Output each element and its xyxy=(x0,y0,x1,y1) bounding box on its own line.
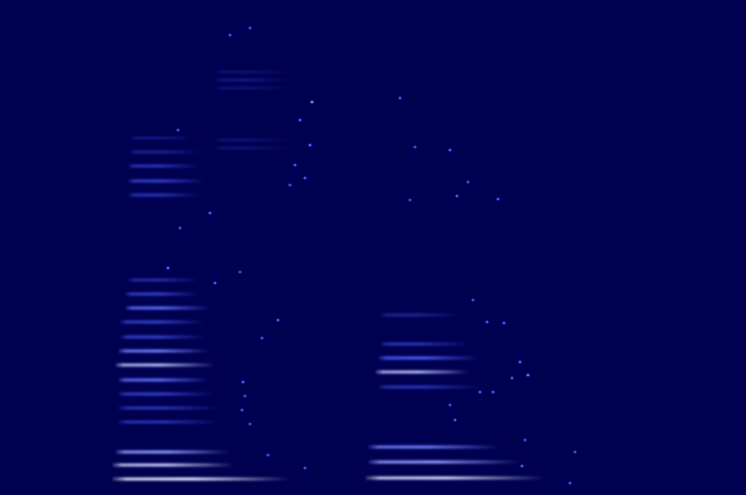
harmonic-streak xyxy=(130,151,200,154)
harmonic-streak xyxy=(365,477,545,480)
noise-point xyxy=(573,450,576,453)
noise-point xyxy=(276,318,279,321)
noise-point xyxy=(453,418,456,421)
harmonic-streak xyxy=(215,147,290,150)
noise-point xyxy=(266,453,269,456)
noise-point xyxy=(398,96,401,99)
harmonic-streak xyxy=(120,336,205,339)
noise-point xyxy=(413,145,416,148)
harmonic-streak xyxy=(215,79,290,82)
marks xyxy=(112,26,577,484)
harmonic-streak xyxy=(115,364,215,367)
noise-point xyxy=(241,380,244,383)
harmonic-streak xyxy=(375,371,470,374)
chart-container xyxy=(0,0,746,495)
harmonic-streak xyxy=(128,180,205,183)
noise-point xyxy=(568,481,571,484)
harmonic-streak xyxy=(128,194,200,197)
harmonic-streak xyxy=(118,421,220,424)
noise-point xyxy=(293,163,296,166)
noise-point xyxy=(523,438,526,441)
noise-point xyxy=(455,194,458,197)
noise-point xyxy=(303,176,306,179)
noise-point xyxy=(248,26,251,29)
noise-point xyxy=(308,143,311,146)
streaks xyxy=(112,71,545,481)
harmonic-streak xyxy=(215,139,290,142)
noise-point xyxy=(240,408,243,411)
harmonic-streak xyxy=(130,137,195,140)
noise-point xyxy=(238,270,241,273)
noise-point xyxy=(526,373,529,376)
noise-point xyxy=(288,183,291,186)
harmonic-streak xyxy=(125,307,210,310)
noise-point xyxy=(310,100,313,103)
harmonic-streak xyxy=(378,386,480,389)
harmonic-streak xyxy=(128,165,200,168)
noise-point xyxy=(213,281,216,284)
noise-point xyxy=(478,390,481,393)
noise-point xyxy=(303,466,306,469)
harmonic-streak xyxy=(128,279,200,282)
noise-point xyxy=(496,197,499,200)
harmonic-streak xyxy=(118,350,210,353)
harmonic-streak xyxy=(380,314,460,317)
noise-point xyxy=(248,422,251,425)
chart-svg xyxy=(0,0,746,495)
harmonic-streak xyxy=(120,321,205,324)
noise-point xyxy=(208,211,211,214)
noise-point xyxy=(471,298,474,301)
harmonic-streak xyxy=(215,71,290,74)
noise-point xyxy=(228,33,231,36)
noise-point xyxy=(520,464,523,467)
harmonic-streak xyxy=(125,293,200,296)
harmonic-streak xyxy=(368,461,520,464)
harmonic-streak xyxy=(380,343,470,346)
noise-point xyxy=(518,360,521,363)
noise-point xyxy=(166,266,169,269)
points xyxy=(166,26,576,484)
noise-point xyxy=(408,198,411,201)
harmonic-streak xyxy=(118,379,210,382)
harmonic-streak xyxy=(215,87,290,90)
harmonic-streak xyxy=(378,357,480,360)
harmonic-streak xyxy=(112,464,235,467)
plot-background xyxy=(0,0,746,495)
noise-point xyxy=(176,128,179,131)
noise-point xyxy=(260,336,263,339)
noise-point xyxy=(491,390,494,393)
noise-point xyxy=(178,226,181,229)
noise-point xyxy=(502,321,505,324)
harmonic-streak xyxy=(368,446,500,449)
harmonic-streak xyxy=(112,478,290,481)
noise-point xyxy=(243,394,246,397)
harmonic-streak xyxy=(118,407,220,410)
noise-point xyxy=(448,403,451,406)
noise-point xyxy=(510,376,513,379)
noise-point xyxy=(485,320,488,323)
harmonic-streak xyxy=(115,451,230,454)
noise-point xyxy=(298,118,301,121)
noise-point xyxy=(448,148,451,151)
noise-point xyxy=(466,180,469,183)
harmonic-streak xyxy=(118,393,215,396)
